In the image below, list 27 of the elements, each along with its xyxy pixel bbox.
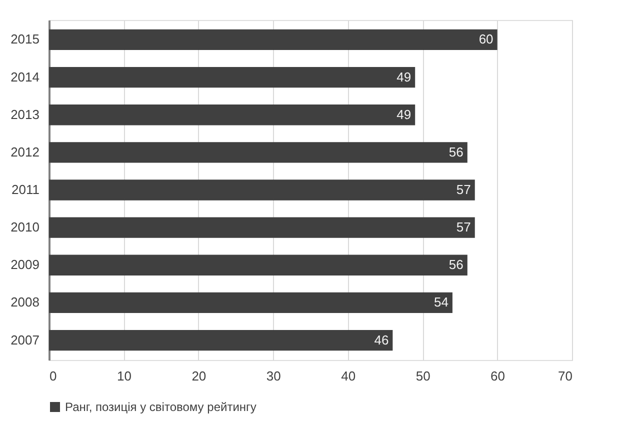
- y-tick-label: 2007: [10, 332, 40, 348]
- y-tick-label: 2012: [10, 144, 40, 160]
- y-tick-label: 2009: [10, 257, 40, 272]
- x-tick-label: 70: [558, 368, 572, 384]
- data-label: 54: [434, 294, 448, 310]
- data-label: 56: [448, 144, 464, 160]
- data-label: 56: [448, 257, 464, 272]
- y-tick-label: 2008: [10, 294, 40, 310]
- legend-label: Ранг, позиція у світовому рейтингу: [65, 400, 256, 414]
- data-label: 60: [478, 32, 494, 47]
- y-tick-label: 2011: [12, 182, 40, 197]
- y-tick-label: 2010: [10, 220, 40, 235]
- x-tick-label: 50: [416, 368, 430, 384]
- y-tick-label: 2013: [10, 106, 40, 122]
- x-tick-label: 40: [341, 368, 356, 384]
- x-tick-label: 60: [490, 368, 506, 384]
- data-label: 46: [374, 332, 389, 348]
- x-tick-label: 30: [266, 368, 281, 384]
- x-tick-label: 0: [50, 368, 57, 384]
- y-tick-label: 2014: [10, 69, 40, 84]
- x-tick-label: 20: [192, 368, 206, 384]
- data-label: 49: [396, 106, 412, 122]
- x-tick-label: 10: [116, 368, 132, 384]
- data-label: 57: [456, 220, 471, 235]
- y-tick-label: 2015: [10, 32, 40, 47]
- data-label: 57: [456, 182, 471, 197]
- data-label: 49: [396, 69, 412, 84]
